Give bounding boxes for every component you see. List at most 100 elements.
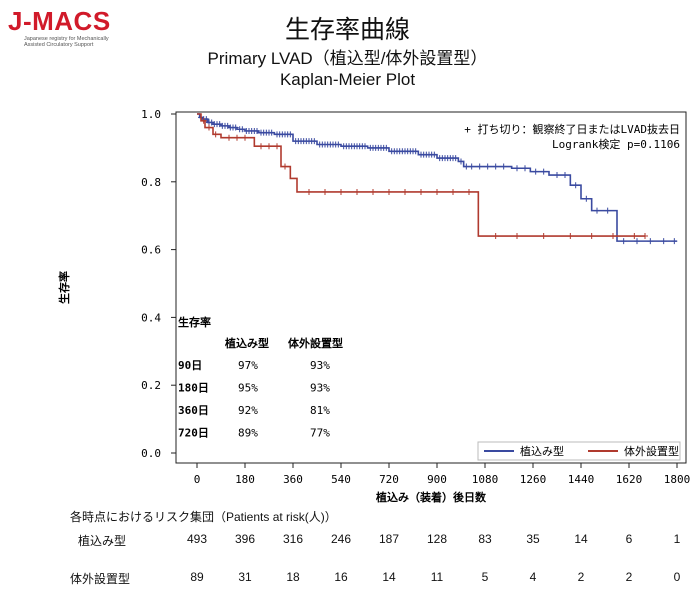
censor-mark xyxy=(468,163,475,170)
risk-count: 493 xyxy=(186,532,208,546)
censor-mark xyxy=(647,238,654,245)
censor-mark xyxy=(588,233,595,240)
jmacs-logo: J-MACS Japanese registry for Mechanicall… xyxy=(8,6,128,50)
y-tick-label: 0.6 xyxy=(141,244,161,257)
censor-mark xyxy=(562,172,568,179)
logo-subtitle-2: Assisted Circulatory Support xyxy=(24,42,94,48)
censor-mark xyxy=(418,188,424,195)
y-tick-label: 1.0 xyxy=(141,108,161,121)
survival-value-external: 93% xyxy=(310,359,330,372)
x-tick-label: 900 xyxy=(427,473,447,486)
risk-count: 35 xyxy=(526,532,540,546)
censor-mark xyxy=(239,126,246,133)
risk-count: 0 xyxy=(673,570,681,584)
censor-mark xyxy=(402,188,408,195)
censor-mark xyxy=(258,143,264,150)
x-tick-label: 1260 xyxy=(520,473,547,486)
censor-mark xyxy=(311,138,318,145)
survival-table-header: 植込み型 xyxy=(224,336,269,350)
risk-count: 246 xyxy=(330,532,352,546)
survival-value-external: 81% xyxy=(310,404,330,417)
x-tick-label: 1620 xyxy=(616,473,643,486)
annotation-logrank: Logrank検定 p=0.1106 xyxy=(552,137,680,151)
risk-count: 14 xyxy=(574,532,588,546)
censor-mark xyxy=(594,207,600,214)
plot-frame xyxy=(175,111,687,464)
censor-mark xyxy=(206,124,212,131)
legend-label: 体外設置型 xyxy=(624,444,679,458)
censor-mark xyxy=(583,195,590,202)
censor-mark xyxy=(370,188,376,195)
censor-mark xyxy=(450,188,456,195)
censor-mark xyxy=(383,144,390,151)
censor-mark xyxy=(268,129,275,136)
censor-mark xyxy=(362,143,368,150)
censor-mark xyxy=(322,188,328,195)
x-tick-label: 1800 xyxy=(664,473,691,486)
censor-mark xyxy=(458,158,464,165)
km-chart: 0 180 360 540 720 900 1080 1260 1440 1620 1800 0.0 0… xyxy=(57,108,691,504)
censor-mark xyxy=(492,233,499,240)
censor-mark xyxy=(554,172,560,179)
censor-mark xyxy=(266,143,272,150)
x-tick-label: 360 xyxy=(283,473,303,486)
censor-mark xyxy=(500,163,507,170)
x-tick-label: 180 xyxy=(235,473,255,486)
survival-value-external: 93% xyxy=(310,382,330,395)
risk-count: 11 xyxy=(430,570,444,584)
censor-mark xyxy=(492,163,499,170)
risk-count: 18 xyxy=(286,570,300,584)
risk-count: 6 xyxy=(625,532,633,546)
censor-mark xyxy=(567,233,574,240)
risk-count: 83 xyxy=(478,532,492,546)
censor-mark xyxy=(386,188,392,195)
censor-mark xyxy=(200,117,207,124)
survival-value-implant: 97% xyxy=(238,359,258,372)
censor-mark xyxy=(671,238,678,245)
x-axis-label: 植込み（装着）後日数 xyxy=(375,490,487,504)
censor-mark xyxy=(620,238,627,245)
subtitle: Primary LVAD（植込型/体外設置型） xyxy=(207,49,488,68)
risk-table-title: 各時点におけるリスク集団（Patients at risk(人)） xyxy=(70,510,337,524)
censor-mark xyxy=(631,233,638,240)
risk-row-label: 体外設置型 xyxy=(70,572,131,586)
censor-mark xyxy=(522,165,528,172)
y-tick-label: 0.4 xyxy=(141,311,161,324)
censor-mark xyxy=(514,165,520,172)
legend-box xyxy=(477,441,681,461)
x-tick-label: 540 xyxy=(331,473,351,486)
logo-text: J-MACS xyxy=(8,6,111,36)
survival-value-implant: 95% xyxy=(238,382,258,395)
censor-mark xyxy=(452,155,459,162)
survival-table-title: 生存率 xyxy=(178,315,211,329)
risk-count: 16 xyxy=(334,570,348,584)
censor-mark xyxy=(335,141,342,148)
censor-mark xyxy=(431,151,438,158)
annotation-censor: + 打ち切り：観察終了日またはLVAD抜去日 xyxy=(464,122,680,136)
censor-mark xyxy=(212,131,219,138)
risk-count: 396 xyxy=(234,532,256,546)
y-tick-label: 0.2 xyxy=(141,379,161,392)
risk-row-label: 植込み型 xyxy=(78,534,127,548)
survival-value-external: 77% xyxy=(310,427,330,440)
censor-mark xyxy=(254,127,260,134)
risk-count: 14 xyxy=(382,570,396,584)
censor-mark xyxy=(434,188,440,195)
censor-mark xyxy=(274,143,280,150)
x-tick-label: 1440 xyxy=(568,473,595,486)
legend-label: 植込み型 xyxy=(520,444,564,458)
censor-mark xyxy=(466,188,472,195)
x-tick-label: 0 xyxy=(194,473,201,486)
censor-mark xyxy=(234,134,240,141)
y-tick-label: 0.8 xyxy=(141,176,161,189)
risk-count: 128 xyxy=(426,532,448,546)
censor-mark xyxy=(604,207,611,214)
censor-mark xyxy=(338,188,344,195)
y-axis-label: 生存率 xyxy=(57,271,71,304)
risk-count: 316 xyxy=(282,532,304,546)
censor-mark xyxy=(242,134,248,141)
censor-mark xyxy=(232,124,239,131)
censor-mark xyxy=(354,188,360,195)
censor-mark xyxy=(226,134,232,141)
risk-count: 89 xyxy=(190,570,204,584)
